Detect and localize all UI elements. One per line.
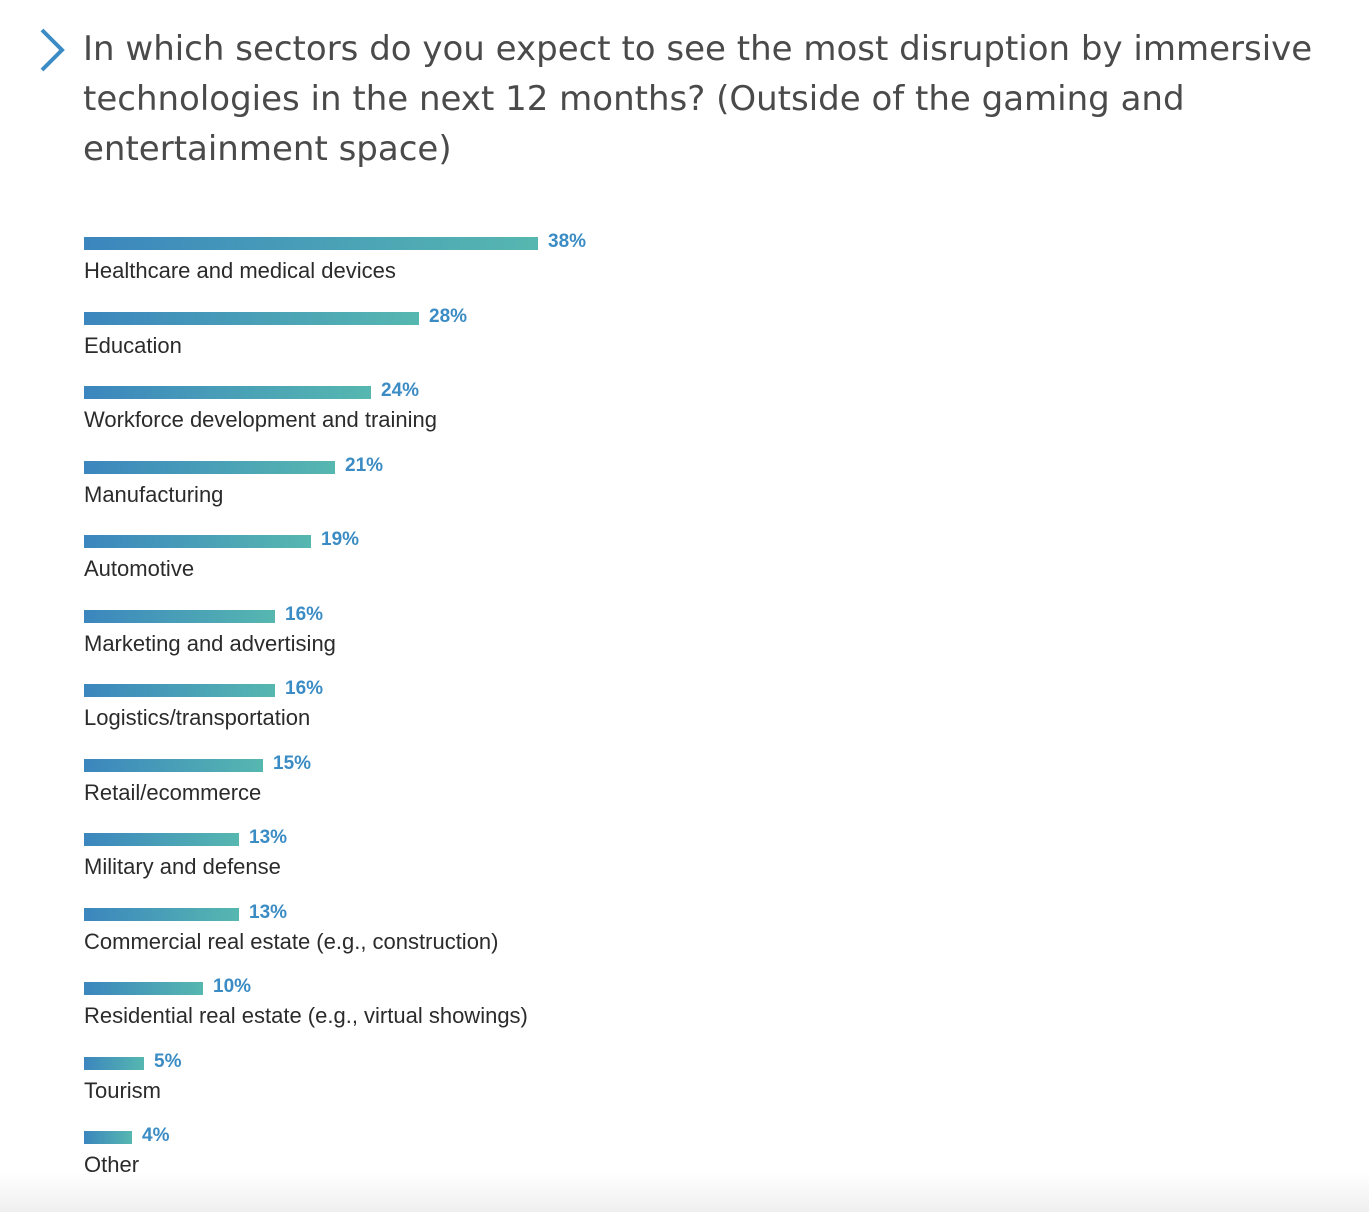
bar-row: 21% Manufacturing [84,455,884,536]
bar-row: 15% Retail/ecommerce [84,753,884,834]
value-label: 38% [548,231,587,252]
bar-line: 4% [84,1125,884,1146]
value-label: 19% [321,529,360,550]
bar-row: 16% Logistics/transportation [84,678,884,759]
bar-line: 28% [84,306,884,327]
bar-row: 28% Education [84,306,884,387]
bar-row: 13% Military and defense [84,827,884,908]
bar-row: 10% Residential real estate (e.g., virtua… [84,976,884,1057]
bottom-shade [0,1172,1369,1212]
bar-row: 38% Healthcare and medical devices [84,231,884,312]
bar [84,311,419,325]
bar-row: 13% Commercial real estate (e.g., constru… [84,902,884,983]
bar [84,982,203,995]
bar [84,758,263,772]
chevron-right-icon [40,28,65,72]
category-label: Workforce development and training [84,407,438,432]
bar-line: 19% [84,529,884,550]
bar-row: 19% Automotive [84,529,884,610]
category-label: Commercial real estate (e.g., constructi… [84,928,499,954]
bar-row: 5% Tourism [84,1051,884,1132]
value-label: 21% [345,454,384,476]
value-label: 13% [249,827,288,848]
bar-line: 16% [84,604,884,625]
chart-title: In which sectors do you expect to see th… [83,29,1313,169]
category-label: Healthcare and medical devices [84,258,396,283]
bar [84,833,239,846]
bar-line: 13% [84,902,884,923]
value-label: 5% [154,1050,182,1072]
bar-chart: 38% Healthcare and medical devices 28% Educ… [84,231,884,1206]
value-label: 28% [429,305,468,327]
category-label: Logistics/transportation [84,705,311,730]
bar [84,907,239,921]
bar-line: 10% [84,976,884,997]
bar [84,684,275,697]
value-label: 16% [285,603,324,625]
category-label: Marketing and advertising [84,630,336,656]
bar-line: 21% [84,455,884,476]
bar [84,1056,144,1070]
bar-line: 13% [84,827,884,848]
bar-row: 16% Marketing and advertising [84,604,884,685]
bar [84,609,275,623]
bar [84,386,371,399]
category-label: Education [84,332,182,358]
value-label: 24% [381,380,420,401]
bar-line: 5% [84,1051,884,1072]
bar-line: 24% [84,380,884,401]
bar [84,535,311,548]
value-label: 15% [273,752,312,774]
bar-line: 16% [84,678,884,699]
bar [84,237,538,250]
bar-line: 15% [84,753,884,774]
category-label: Military and defense [84,854,281,879]
bar-line: 38% [84,231,884,252]
category-label: Tourism [84,1077,162,1103]
category-label: Manufacturing [84,481,224,507]
category-label: Automotive [84,556,195,581]
bar [84,1131,132,1144]
value-label: 4% [142,1125,170,1146]
category-label: Retail/ecommerce [84,779,262,805]
value-label: 13% [249,901,288,923]
value-label: 16% [285,678,324,699]
bar-row: 24% Workforce development and training [84,380,884,461]
bar [84,460,335,474]
value-label: 10% [213,976,252,997]
category-label: Residential real estate (e.g., virtual s… [84,1003,528,1028]
